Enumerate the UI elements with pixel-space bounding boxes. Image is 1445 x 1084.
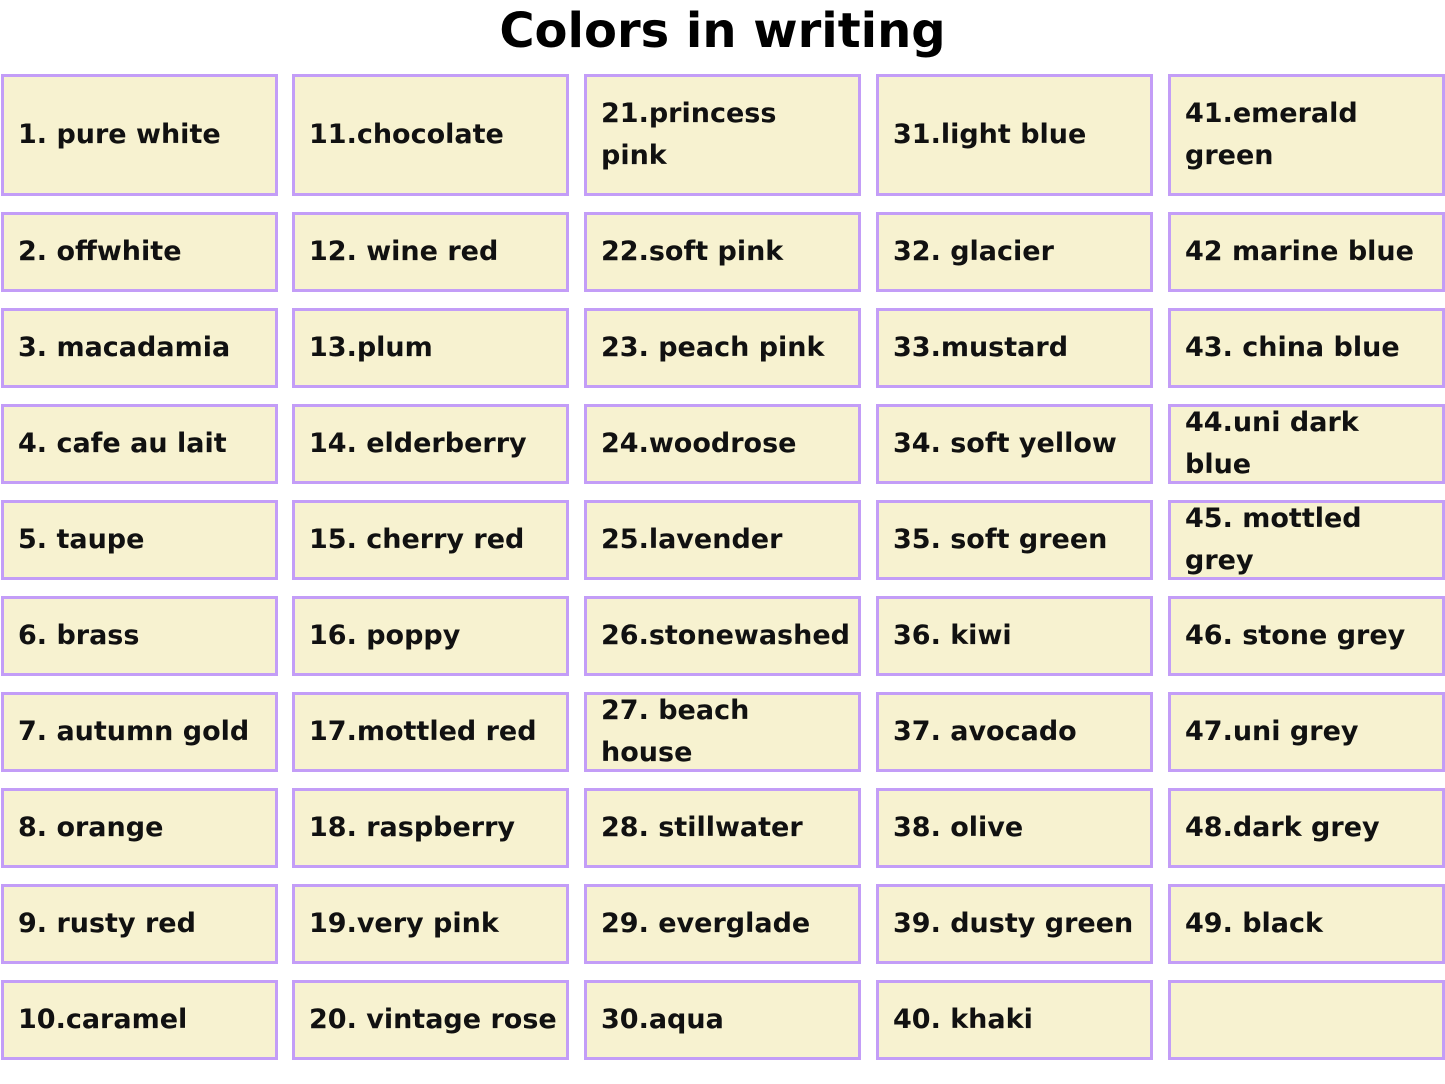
color-cell: 2. offwhite: [1, 212, 278, 292]
color-cell: 18. raspberry: [292, 788, 569, 868]
color-cell: 49. black: [1168, 884, 1445, 964]
color-cell: 19.very pink: [292, 884, 569, 964]
color-cell: 6. brass: [1, 596, 278, 676]
color-cell: 24.woodrose: [584, 404, 861, 484]
color-cell: 22.soft pink: [584, 212, 861, 292]
color-cell: 15. cherry red: [292, 500, 569, 580]
color-cell: 23. peach pink: [584, 308, 861, 388]
color-cell: 45. mottled grey: [1168, 500, 1445, 580]
color-cell: 34. soft yellow: [876, 404, 1153, 484]
color-cell: 13.plum: [292, 308, 569, 388]
color-cell: [1168, 980, 1445, 1060]
color-cell: 28. stillwater: [584, 788, 861, 868]
color-cell: 12. wine red: [292, 212, 569, 292]
color-cell: 41.emerald green: [1168, 74, 1445, 196]
color-cell: 38. olive: [876, 788, 1153, 868]
color-cell: 17.mottled red: [292, 692, 569, 772]
color-cell: 48.dark grey: [1168, 788, 1445, 868]
color-cell: 39. dusty green: [876, 884, 1153, 964]
color-cell: 1. pure white: [1, 74, 278, 196]
color-cell: 4. cafe au lait: [1, 404, 278, 484]
color-cell: 20. vintage rose: [292, 980, 569, 1060]
color-cell: 26.stonewashed: [584, 596, 861, 676]
color-cell: 47.uni grey: [1168, 692, 1445, 772]
color-cell: 3. macadamia: [1, 308, 278, 388]
color-cell: 9. rusty red: [1, 884, 278, 964]
color-cell: 7. autumn gold: [1, 692, 278, 772]
color-cell: 16. poppy: [292, 596, 569, 676]
color-cell: 10.caramel: [1, 980, 278, 1060]
color-cell: 46. stone grey: [1168, 596, 1445, 676]
color-cell: 11.chocolate: [292, 74, 569, 196]
page-title: Colors in writing: [499, 3, 946, 59]
color-cell: 5. taupe: [1, 500, 278, 580]
color-cell: 30.aqua: [584, 980, 861, 1060]
color-cell: 31.light blue: [876, 74, 1153, 196]
color-cell: 44.uni dark blue: [1168, 404, 1445, 484]
color-cell: 21.princess pink: [584, 74, 861, 196]
color-cell: 36. kiwi: [876, 596, 1153, 676]
color-cell: 40. khaki: [876, 980, 1153, 1060]
color-cell: 33.mustard: [876, 308, 1153, 388]
color-cell: 32. glacier: [876, 212, 1153, 292]
color-cell: 27. beach house: [584, 692, 861, 772]
color-cell: 35. soft green: [876, 500, 1153, 580]
color-cell: 8. orange: [1, 788, 278, 868]
color-cell: 42 marine blue: [1168, 212, 1445, 292]
color-cell: 14. elderberry: [292, 404, 569, 484]
color-cell: 29. everglade: [584, 884, 861, 964]
color-cell: 43. china blue: [1168, 308, 1445, 388]
color-cell: 25.lavender: [584, 500, 861, 580]
color-cell: 37. avocado: [876, 692, 1153, 772]
